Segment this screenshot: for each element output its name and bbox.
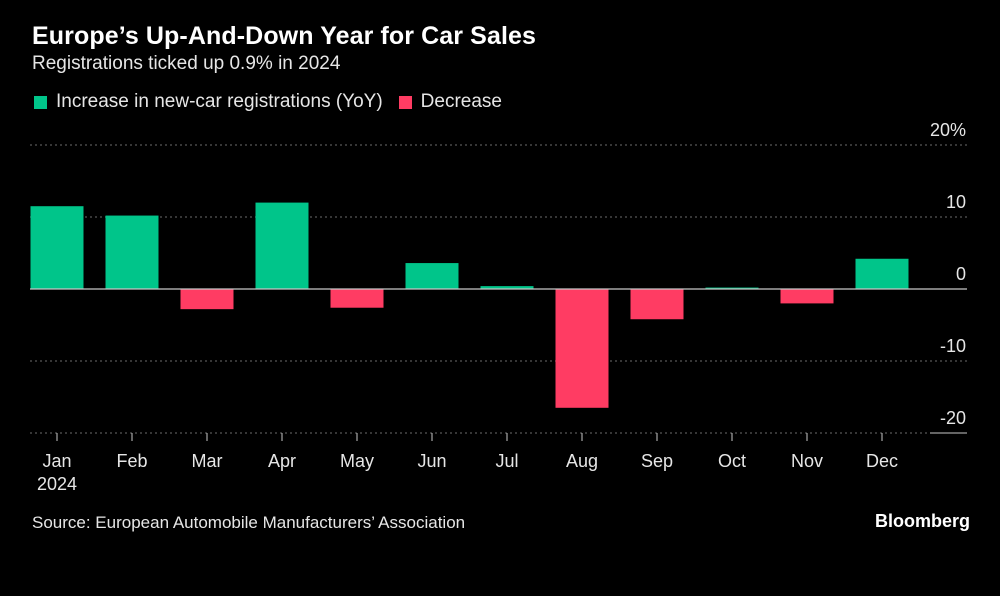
legend-item-decrease: Decrease bbox=[398, 91, 502, 113]
bar-feb bbox=[105, 215, 159, 289]
x-year-label: 2024 bbox=[37, 474, 77, 494]
x-tick-label: Dec bbox=[866, 451, 898, 471]
x-tick-label: Mar bbox=[192, 451, 223, 471]
x-tick-label: May bbox=[340, 451, 374, 471]
bar-oct bbox=[705, 287, 759, 290]
bar-may bbox=[330, 289, 384, 308]
y-tick-label: -20 bbox=[940, 408, 966, 428]
bar-nov bbox=[780, 289, 834, 304]
legend-swatch-decrease bbox=[398, 95, 412, 109]
bar-jul bbox=[480, 286, 534, 289]
bloomberg-logo: Bloomberg bbox=[874, 511, 970, 531]
x-tick-label: Jan bbox=[42, 451, 71, 471]
bar-mar bbox=[180, 289, 234, 310]
bar-jan bbox=[30, 206, 84, 289]
x-tick-label: Oct bbox=[718, 451, 746, 471]
x-tick-label: Sep bbox=[641, 451, 673, 471]
legend-label-increase: Increase in new-car registrations (YoY) bbox=[56, 91, 383, 112]
y-tick-label: 10 bbox=[946, 192, 966, 212]
bar-aug bbox=[555, 289, 609, 408]
x-tick-label: Apr bbox=[268, 451, 296, 471]
x-tick-label: Nov bbox=[791, 451, 823, 471]
y-tick-label: 20% bbox=[930, 120, 966, 140]
x-tick-label: Jul bbox=[495, 451, 518, 471]
bar-dec bbox=[855, 258, 909, 289]
x-tick-label: Aug bbox=[566, 451, 598, 471]
chart-title: Europe’s Up-And-Down Year for Car Sales bbox=[32, 22, 537, 50]
bar-apr bbox=[255, 202, 309, 289]
x-tick-label: Jun bbox=[417, 451, 446, 471]
x-tick-label: Feb bbox=[116, 451, 147, 471]
chart-subtitle: Registrations ticked up 0.9% in 2024 bbox=[32, 53, 341, 74]
bar-sep bbox=[630, 289, 684, 320]
legend: Increase in new-car registrations (YoY) … bbox=[34, 91, 518, 113]
y-tick-label: -10 bbox=[940, 336, 966, 356]
legend-label-decrease: Decrease bbox=[420, 91, 502, 112]
y-tick-label: 0 bbox=[956, 264, 966, 284]
legend-item-increase: Increase in new-car registrations (YoY) bbox=[34, 91, 383, 113]
source-note: Source: European Automobile Manufacturer… bbox=[32, 513, 466, 532]
bar-jun bbox=[405, 263, 459, 289]
legend-swatch-increase bbox=[34, 95, 47, 109]
